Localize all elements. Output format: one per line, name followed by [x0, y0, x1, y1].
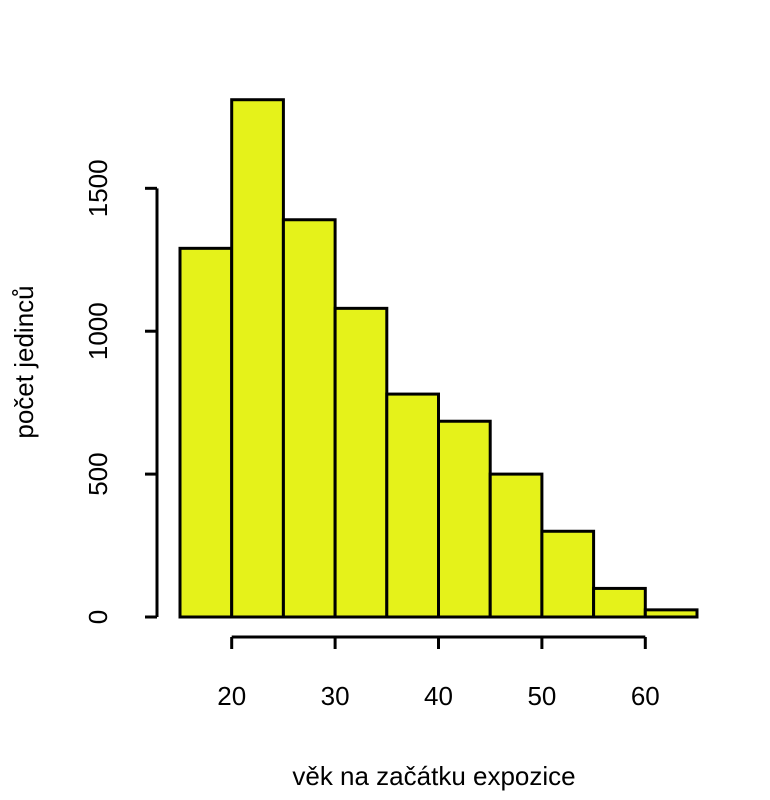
y-tick-label: 1000 [83, 302, 113, 360]
y-axis-title: počet jedinců [9, 285, 39, 438]
bar [592, 586, 647, 619]
y-tick-label: 0 [83, 610, 113, 624]
bar [437, 419, 492, 619]
x-tick-label: 40 [424, 681, 453, 711]
bar [333, 306, 389, 619]
x-tick-label: 20 [217, 681, 246, 711]
bar [230, 98, 285, 619]
y-tick-label: 500 [83, 452, 113, 495]
x-tick-label: 60 [631, 681, 660, 711]
bar [385, 392, 440, 619]
bar [540, 529, 596, 619]
bar [643, 608, 699, 619]
x-axis-title: věk na začátku expozice [292, 761, 575, 791]
bar [178, 246, 234, 619]
bar [488, 472, 544, 619]
x-tick-label: 50 [527, 681, 556, 711]
y-tick-label: 1500 [83, 159, 113, 217]
bar [281, 218, 337, 619]
x-tick-label: 30 [321, 681, 350, 711]
